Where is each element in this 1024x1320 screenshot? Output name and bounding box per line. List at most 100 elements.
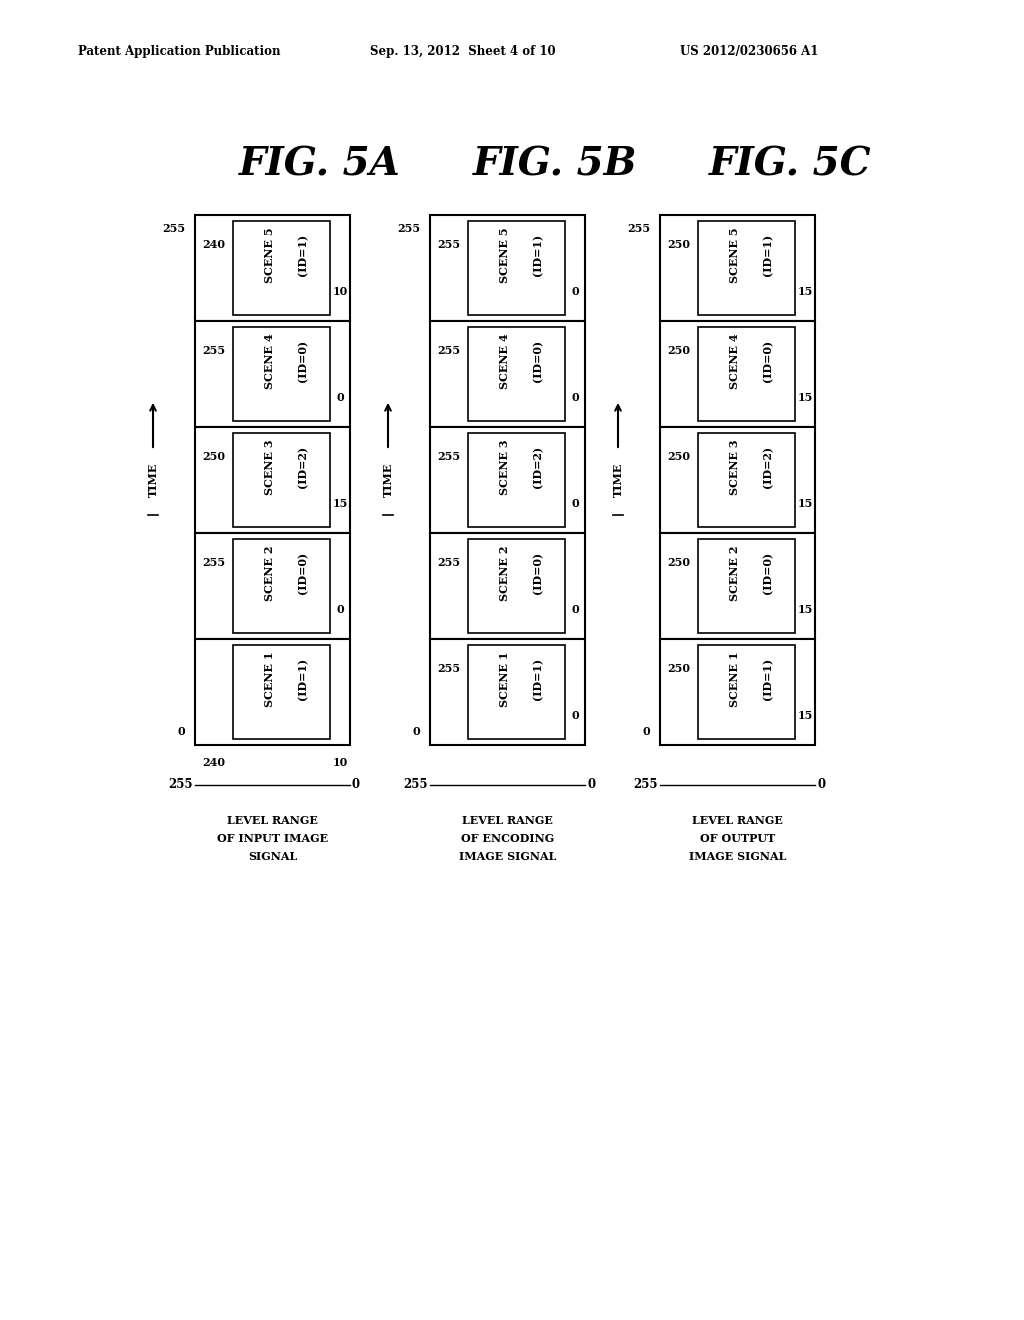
Text: 255: 255 xyxy=(203,557,225,568)
Bar xyxy=(195,533,350,639)
Text: 250: 250 xyxy=(668,346,690,356)
Text: 250: 250 xyxy=(668,239,690,251)
Text: 0: 0 xyxy=(177,726,185,737)
Text: 0: 0 xyxy=(571,392,579,403)
Text: OF ENCODING: OF ENCODING xyxy=(461,833,554,843)
Text: 255: 255 xyxy=(627,223,650,234)
Text: (ID=0): (ID=0) xyxy=(532,341,544,383)
Bar xyxy=(195,426,350,533)
Text: SCENE 1: SCENE 1 xyxy=(500,652,510,708)
Text: 255: 255 xyxy=(203,346,225,356)
Text: SCENE 5: SCENE 5 xyxy=(500,227,510,282)
Text: 0: 0 xyxy=(817,779,825,792)
Text: 250: 250 xyxy=(203,451,225,462)
Text: SIGNAL: SIGNAL xyxy=(248,851,297,862)
Bar xyxy=(468,539,565,634)
Text: SCENE 2: SCENE 2 xyxy=(729,545,740,601)
Text: 255: 255 xyxy=(634,779,658,792)
Bar xyxy=(698,645,795,739)
Text: LEVEL RANGE: LEVEL RANGE xyxy=(462,814,553,826)
Text: 255: 255 xyxy=(403,779,428,792)
Text: 255: 255 xyxy=(437,239,461,251)
Text: LEVEL RANGE: LEVEL RANGE xyxy=(227,814,317,826)
Text: TIME: TIME xyxy=(147,463,159,498)
Text: 250: 250 xyxy=(668,451,690,462)
Bar xyxy=(195,639,350,744)
Bar xyxy=(660,321,815,426)
Bar xyxy=(233,327,330,421)
Text: 0: 0 xyxy=(571,498,579,508)
Text: (ID=0): (ID=0) xyxy=(762,552,773,594)
Text: 250: 250 xyxy=(668,557,690,568)
Text: (ID=1): (ID=1) xyxy=(762,659,773,701)
Bar xyxy=(660,426,815,533)
Bar xyxy=(698,433,795,527)
Text: 0: 0 xyxy=(642,726,650,737)
Text: 255: 255 xyxy=(437,451,461,462)
Text: 0: 0 xyxy=(336,392,344,403)
Text: (ID=1): (ID=1) xyxy=(297,659,308,701)
Text: SCENE 4: SCENE 4 xyxy=(264,334,275,389)
Bar xyxy=(430,639,585,744)
Bar xyxy=(660,533,815,639)
Text: (ID=0): (ID=0) xyxy=(532,552,544,594)
Text: 255: 255 xyxy=(437,663,461,675)
Bar xyxy=(195,321,350,426)
Text: 0: 0 xyxy=(352,779,360,792)
Text: OF OUTPUT: OF OUTPUT xyxy=(699,833,775,843)
Text: (ID=2): (ID=2) xyxy=(297,446,308,488)
Text: 10: 10 xyxy=(333,758,347,768)
Text: (ID=0): (ID=0) xyxy=(297,341,308,383)
Text: SCENE 1: SCENE 1 xyxy=(729,652,740,708)
Text: 255: 255 xyxy=(397,223,420,234)
Text: 0: 0 xyxy=(571,286,579,297)
Text: (ID=2): (ID=2) xyxy=(532,446,544,488)
Text: SCENE 3: SCENE 3 xyxy=(729,440,740,495)
Text: (ID=1): (ID=1) xyxy=(532,234,544,276)
Text: 10: 10 xyxy=(333,286,347,297)
Text: (ID=1): (ID=1) xyxy=(762,234,773,276)
Text: 0: 0 xyxy=(587,779,595,792)
Text: SCENE 2: SCENE 2 xyxy=(500,545,510,601)
Text: FIG. 5C: FIG. 5C xyxy=(709,147,871,183)
Text: 255: 255 xyxy=(437,346,461,356)
Text: (ID=0): (ID=0) xyxy=(762,341,773,383)
Text: SCENE 3: SCENE 3 xyxy=(264,440,275,495)
Text: FIG. 5B: FIG. 5B xyxy=(473,147,637,183)
Text: (ID=0): (ID=0) xyxy=(297,552,308,594)
Text: SCENE 2: SCENE 2 xyxy=(264,545,275,601)
Text: 0: 0 xyxy=(571,603,579,615)
Bar xyxy=(698,539,795,634)
Text: 255: 255 xyxy=(437,557,461,568)
Bar xyxy=(468,220,565,315)
Text: FIG. 5A: FIG. 5A xyxy=(240,147,400,183)
Text: (ID=1): (ID=1) xyxy=(532,659,544,701)
Bar xyxy=(468,645,565,739)
Text: 240: 240 xyxy=(203,239,225,251)
Bar xyxy=(660,639,815,744)
Text: IMAGE SIGNAL: IMAGE SIGNAL xyxy=(459,851,556,862)
Text: 240: 240 xyxy=(203,758,225,768)
Text: 255: 255 xyxy=(162,223,185,234)
Bar xyxy=(660,215,815,321)
Text: SCENE 5: SCENE 5 xyxy=(264,227,275,282)
Text: SCENE 4: SCENE 4 xyxy=(729,334,740,389)
Text: Patent Application Publication: Patent Application Publication xyxy=(78,45,281,58)
Bar xyxy=(233,220,330,315)
Text: 15: 15 xyxy=(798,710,813,721)
Text: SCENE 5: SCENE 5 xyxy=(729,227,740,282)
Text: 250: 250 xyxy=(668,663,690,675)
Text: 15: 15 xyxy=(798,392,813,403)
Text: OF INPUT IMAGE: OF INPUT IMAGE xyxy=(217,833,328,843)
Text: (ID=2): (ID=2) xyxy=(762,446,773,488)
Bar xyxy=(430,321,585,426)
Text: US 2012/0230656 A1: US 2012/0230656 A1 xyxy=(680,45,818,58)
Bar xyxy=(468,433,565,527)
Text: SCENE 4: SCENE 4 xyxy=(500,334,510,389)
Text: 15: 15 xyxy=(798,498,813,508)
Bar xyxy=(233,433,330,527)
Text: Sep. 13, 2012  Sheet 4 of 10: Sep. 13, 2012 Sheet 4 of 10 xyxy=(370,45,556,58)
Bar xyxy=(233,645,330,739)
Text: (ID=1): (ID=1) xyxy=(297,234,308,276)
Text: TIME: TIME xyxy=(612,463,624,498)
